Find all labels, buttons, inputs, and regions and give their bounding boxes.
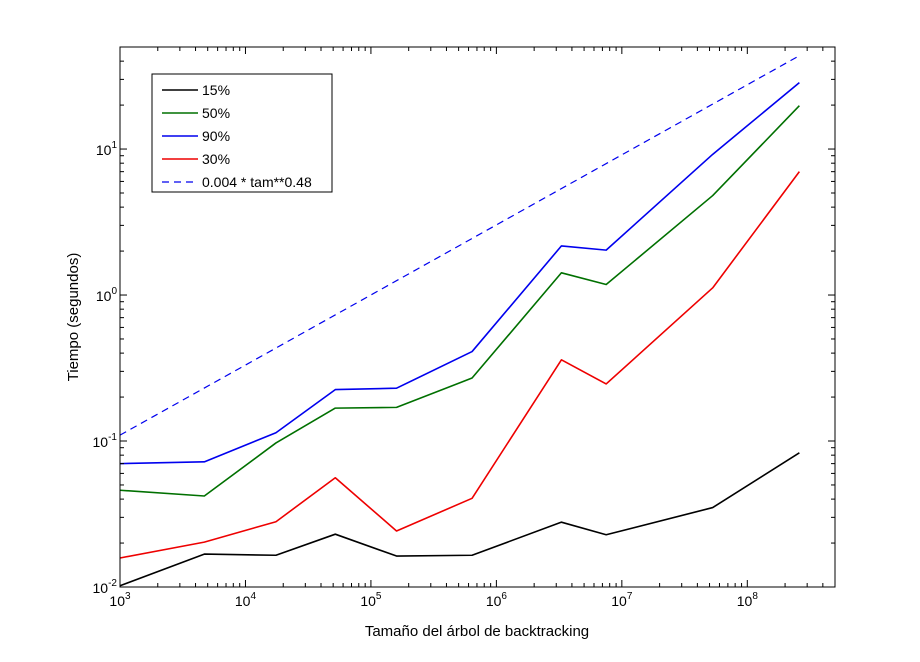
- legend-box: [151, 73, 333, 193]
- series-line-15pct: [119, 452, 800, 587]
- x-tick-label: 106: [486, 591, 508, 609]
- x-tick-label: 104: [235, 591, 257, 609]
- legend-label: 0.004 * tam**0.48: [202, 174, 312, 190]
- series-line-50pct: [119, 105, 800, 497]
- y-axis-label: Tiempo (segundos): [65, 253, 82, 382]
- x-tick-label: 103: [109, 591, 131, 609]
- series-line-30pct: [119, 171, 801, 559]
- x-tick-label: 108: [737, 591, 759, 609]
- legend-label: 30%: [202, 151, 230, 167]
- y-tick-label: 100: [96, 286, 118, 304]
- y-tick-label: 101: [96, 140, 118, 158]
- x-tick-label: 107: [611, 591, 633, 609]
- y-tick-label: 10-2: [93, 578, 118, 596]
- series-line-fit: [119, 55, 800, 436]
- series-layer: [119, 55, 801, 587]
- legend: 15% 50% 90% 30% 0.004 * tam**0.48: [151, 73, 333, 193]
- plot-frame: [119, 46, 836, 588]
- axes-layer: [119, 46, 836, 588]
- x-tick-label: 105: [360, 591, 382, 609]
- legend-label: 50%: [202, 105, 230, 121]
- y-tick-label: 10-1: [93, 432, 118, 450]
- x-axis-label: Tamaño del árbol de backtracking: [365, 623, 589, 640]
- legend-label: 15%: [202, 82, 230, 98]
- tick-labels: 103 104 105 106 107 108 10-2 10-1 100 101: [93, 140, 759, 609]
- legend-label: 90%: [202, 128, 230, 144]
- series-line-90pct: [119, 82, 800, 465]
